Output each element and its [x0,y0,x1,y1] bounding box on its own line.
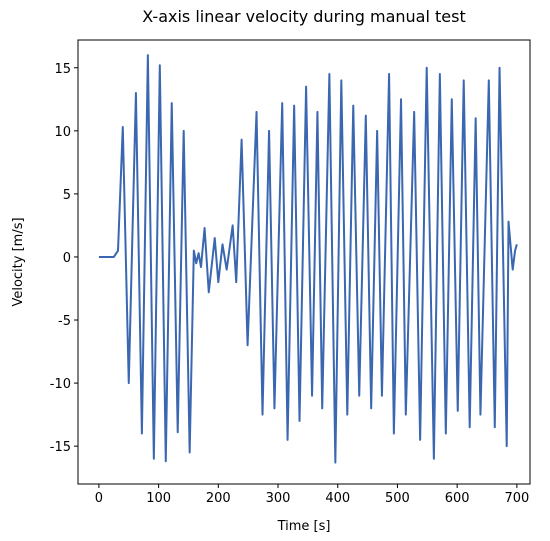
y-tick-label: -15 [50,440,71,455]
y-tick-label: 5 [63,188,71,203]
x-tick-label: 600 [445,491,470,506]
x-tick-label: 100 [146,491,171,506]
x-tick-label: 700 [504,491,529,506]
y-tick-label: -10 [50,377,71,392]
x-tick-label: 300 [266,491,291,506]
y-tick-label: 15 [54,62,71,77]
x-tick-label: 500 [385,491,410,506]
chart-title: X-axis linear velocity during manual tes… [142,7,465,26]
x-tick-label: 0 [95,491,103,506]
x-tick-label: 200 [206,491,231,506]
y-tick-label: 10 [54,125,71,140]
y-tick-label: -5 [58,314,71,329]
x-tick-label: 400 [325,491,350,506]
y-tick-label: 0 [63,251,71,266]
data-line [98,54,518,464]
plot-frame [77,39,531,485]
x-axis-label: Time [s] [277,519,331,534]
y-axis-label: Velocity [m/s] [11,217,26,306]
